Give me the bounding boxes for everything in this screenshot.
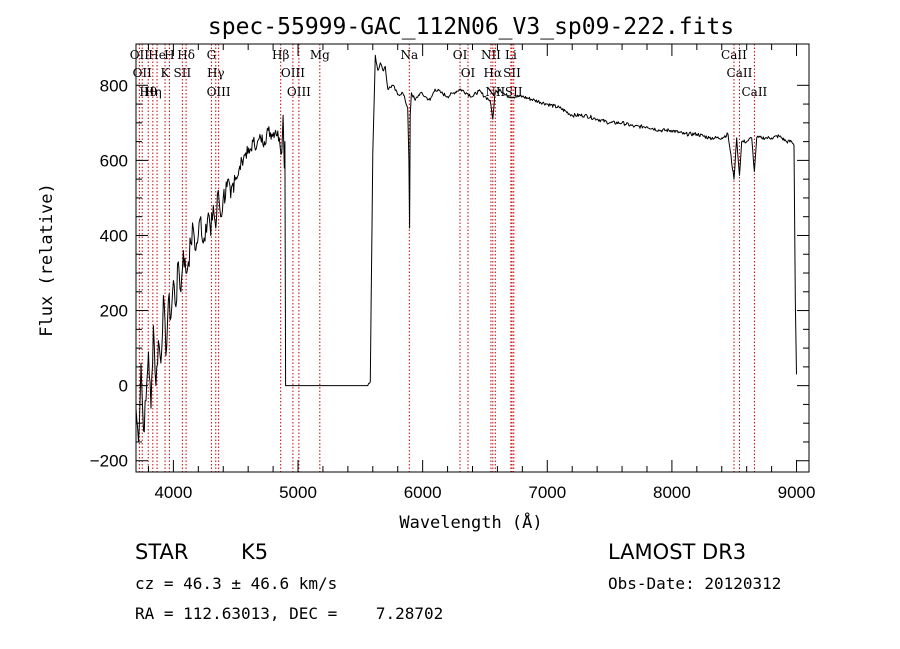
line-label: Hη — [144, 85, 162, 99]
line-label: Hθ — [139, 85, 157, 99]
y-tick-label: 0 — [119, 377, 128, 396]
axis-tick-labels: 4000 5000 6000 7000 8000 9000 −200 0 200 400 600 80… — [90, 76, 816, 502]
line-label: OII — [130, 48, 150, 62]
line-label: G — [207, 48, 217, 62]
line-label: SII — [503, 66, 521, 80]
y-tick-label: 400 — [100, 226, 128, 245]
line-label: OI — [453, 48, 468, 62]
x-tick-label: 8000 — [653, 483, 691, 502]
line-label: OII — [133, 66, 153, 80]
line-label: NII — [481, 48, 501, 62]
coordinates: RA = 112.63013, DEC = 7.28702 — [135, 604, 444, 623]
series-layer — [135, 54, 797, 443]
line-label: K — [161, 66, 171, 80]
line-label: SII — [174, 66, 192, 80]
observation-date: Obs-Date: 20120312 — [608, 574, 782, 593]
redshift-cz: cz = 46.3 ± 46.6 km/s — [135, 574, 338, 593]
axis-ticks — [136, 44, 809, 472]
spectrum-plot: spec-55999-GAC_112N06_V3_sp09-222.fits W… — [37, 14, 816, 533]
object-class: STAR — [135, 540, 189, 564]
line-label: He — [148, 48, 166, 62]
line-label: OIII — [287, 85, 311, 99]
y-tick-label: 800 — [100, 76, 128, 95]
emission-line-markers — [138, 44, 755, 472]
y-tick-label: −200 — [90, 452, 128, 471]
object-subclass: K5 — [241, 540, 269, 564]
line-label: Hβ — [272, 48, 289, 62]
line-label: OI — [461, 66, 476, 80]
y-tick-label: 200 — [100, 302, 128, 321]
line-label: Li — [505, 48, 517, 62]
line-label: SII — [505, 85, 523, 99]
x-tick-label: 9000 — [778, 483, 816, 502]
y-tick-label: 600 — [100, 151, 128, 170]
x-tick-label: 5000 — [279, 483, 317, 502]
spectrum-line — [135, 54, 797, 443]
line-label: OIII — [281, 66, 305, 80]
line-label: Na — [400, 48, 418, 62]
line-label: Mg — [310, 48, 330, 62]
plot-frame — [135, 43, 810, 473]
x-axis-label: Wavelength (Å) — [399, 511, 542, 533]
y-axis-label: Flux (relative) — [37, 183, 57, 337]
survey-name: LAMOST DR3 — [608, 540, 747, 564]
x-tick-label: 6000 — [404, 483, 442, 502]
line-label: CaII — [727, 66, 753, 80]
line-label: H — [164, 48, 174, 62]
line-label: OIII — [207, 85, 231, 99]
line-label: Hγ — [207, 66, 225, 80]
x-tick-label: 7000 — [528, 483, 566, 502]
line-label: CaII — [721, 48, 747, 62]
line-label: CaII — [741, 85, 767, 99]
line-label: Hα — [484, 66, 503, 80]
x-tick-label: 4000 — [154, 483, 192, 502]
line-label: Hδ — [177, 48, 195, 62]
chart-title: spec-55999-GAC_112N06_V3_sp09-222.fits — [208, 14, 734, 40]
